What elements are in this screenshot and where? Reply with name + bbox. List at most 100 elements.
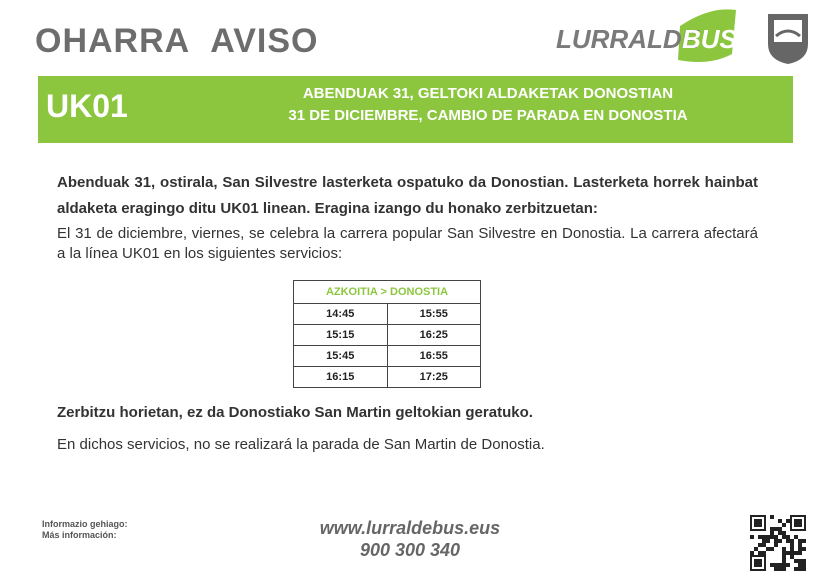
- qr-module: [802, 539, 806, 543]
- qr-module: [790, 543, 794, 547]
- qr-module: [754, 547, 758, 551]
- qr-module: [766, 535, 770, 539]
- qr-module: [770, 531, 774, 535]
- qr-module: [778, 563, 782, 567]
- time-cell: 16:55: [386, 345, 481, 367]
- qr-module: [790, 551, 794, 555]
- schedule-table: AZKOITIA > DONOSTIA 14:45 15:55 15:15 16:25…: [293, 280, 481, 388]
- qr-module: [774, 527, 778, 531]
- title: OHARRA AVISO: [35, 22, 319, 61]
- qr-module: [798, 563, 802, 567]
- note: En dichos servicios, no se realizará la …: [57, 436, 545, 453]
- qr-module: [754, 559, 762, 567]
- qr-module: [790, 555, 794, 559]
- qr-module: [758, 543, 762, 547]
- paragraph: El 31 de diciembre, viernes, se celebra …: [57, 225, 758, 262]
- qr-module: [750, 551, 754, 555]
- qr-module: [770, 563, 774, 567]
- info-label: Informazio gehiago:: [42, 519, 128, 529]
- qr-module: [778, 531, 782, 535]
- qr-module: [786, 519, 790, 523]
- qr-module: [794, 519, 802, 527]
- time-cell: 16:15: [293, 366, 388, 388]
- phone: 900 300 340: [359, 540, 461, 560]
- logo-blob: [678, 9, 736, 62]
- logo-text-bus: BUS: [682, 24, 738, 54]
- qr-module: [782, 555, 786, 559]
- title-eu: OHARRA: [35, 22, 191, 60]
- qr-module: [778, 567, 782, 571]
- qr-module: [766, 539, 770, 543]
- qr-module: [770, 547, 774, 551]
- qr-module: [802, 563, 806, 567]
- qr-module: [758, 551, 762, 555]
- table-header: AZKOITIA > DONOSTIA: [293, 280, 481, 304]
- qr-module: [762, 535, 766, 539]
- qr-module: [778, 519, 782, 523]
- logo-text: LURRALDE: [556, 24, 700, 54]
- qr-module: [766, 547, 770, 551]
- qr-module: [798, 567, 802, 571]
- qr-module: [782, 551, 786, 555]
- qr-module: [798, 539, 802, 543]
- qr-module: [758, 535, 762, 539]
- time-cell: 15:15: [293, 324, 388, 346]
- qr-module: [802, 567, 806, 571]
- qr-module: [794, 559, 798, 563]
- qr-module: [778, 539, 782, 543]
- time-cell: 15:55: [386, 303, 481, 325]
- qr-module: [802, 547, 806, 551]
- qr-module: [794, 535, 798, 539]
- qr-module: [754, 519, 762, 527]
- table-row: 15:15 16:25: [293, 324, 481, 346]
- qr-module: [798, 543, 802, 547]
- qr-module: [770, 515, 774, 519]
- qr-module: [786, 551, 790, 555]
- qr-module: [794, 567, 798, 571]
- time-cell: 14:45: [293, 303, 388, 325]
- qr-module: [794, 551, 798, 555]
- time-cell: 15:45: [293, 345, 388, 367]
- qr-module: [782, 531, 786, 535]
- qr-module: [770, 535, 774, 539]
- time-cell: 16:25: [386, 324, 481, 346]
- banner-line: 31 DE DICIEMBRE, CAMBIO DE PARADA EN DON…: [288, 107, 688, 124]
- logos: LURRALDE BUS: [556, 9, 808, 64]
- qr-module: [774, 535, 778, 539]
- title-es: AVISO: [210, 22, 319, 60]
- info-label: Más información:: [42, 530, 117, 540]
- qr-module: [762, 543, 766, 547]
- qr-module: [762, 539, 766, 543]
- qr-module: [798, 551, 802, 555]
- qr-module: [774, 543, 778, 547]
- qr-module: [770, 527, 774, 531]
- table-row: 14:45 15:55: [293, 303, 481, 325]
- qr-module: [790, 547, 794, 551]
- website: www.lurraldebus.eus: [319, 518, 501, 538]
- qr-code: [750, 515, 806, 571]
- qr-module: [782, 559, 786, 563]
- qr-module: [798, 559, 802, 563]
- qr-module: [774, 539, 778, 543]
- qr-module: [774, 563, 778, 567]
- qr-module: [786, 539, 790, 543]
- paragraph: Abenduak 31, ostirala, San Silvestre las…: [57, 174, 758, 217]
- qr-module: [762, 551, 766, 555]
- qr-module: [786, 563, 790, 567]
- qr-module: [782, 563, 786, 567]
- table-row: 16:15 17:25: [293, 366, 481, 388]
- banner: UK01 ABENDUAK 31, GELTOKI ALDAKETAK DONO…: [38, 76, 793, 143]
- qr-module: [782, 535, 786, 539]
- shield-mark: [775, 29, 801, 38]
- qr-module: [798, 547, 802, 551]
- qr-module: [782, 567, 786, 571]
- line-code: UK01: [46, 88, 128, 124]
- qr-module: [778, 527, 782, 531]
- banner-line: ABENDUAK 31, GELTOKI ALDAKETAK DONOSTIAN: [302, 85, 674, 102]
- qr-module: [786, 535, 790, 539]
- qr-module: [750, 535, 754, 539]
- qr-module: [774, 567, 778, 571]
- qr-module: [782, 523, 786, 527]
- time-cell: 17:25: [386, 366, 481, 388]
